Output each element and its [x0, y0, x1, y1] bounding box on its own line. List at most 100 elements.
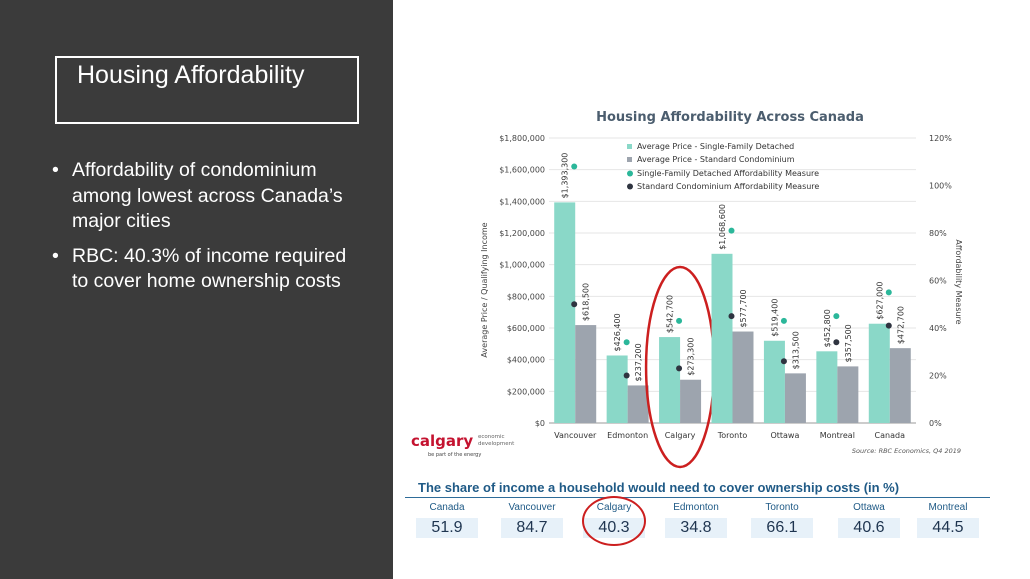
- data-label-single-family: $426,400: [613, 313, 622, 351]
- share-value: 84.7: [501, 518, 563, 538]
- marker-condominium-measure: [780, 358, 787, 365]
- share-item: Montreal 44.5: [913, 502, 983, 538]
- share-item: Canada 51.9: [412, 502, 482, 538]
- marker-condominium-measure: [885, 322, 892, 329]
- marker-condominium-measure: [728, 313, 735, 320]
- x-tick-label: Toronto: [717, 431, 748, 440]
- y-tick-label: $400,000: [507, 356, 545, 365]
- slide-title: Housing Affordability: [77, 61, 305, 89]
- y2-tick-label: 100%: [929, 182, 952, 191]
- bar-condominium: [680, 379, 702, 423]
- share-city: Ottawa: [853, 502, 885, 513]
- y-tick-label: $600,000: [507, 324, 545, 333]
- share-city: Edmonton: [673, 502, 719, 513]
- bar-condominium: [784, 373, 806, 423]
- share-item: Vancouver 84.7: [497, 502, 567, 538]
- bullet-item: • RBC: 40.3% of income required to cover…: [52, 244, 352, 295]
- marker-single-family-measure: [728, 227, 735, 234]
- share-divider: [405, 497, 990, 498]
- chart-panel: Housing Affordability Across Canada $0 $20…: [393, 0, 1030, 579]
- data-label-single-family: $1,393,300: [561, 153, 570, 199]
- marker-condominium-measure: [833, 339, 840, 346]
- y-tick-label: $1,000,000: [499, 261, 545, 270]
- logo-subtitle: economic: [478, 434, 505, 440]
- share-value: 40.6: [838, 518, 900, 538]
- marker-condominium-measure: [623, 372, 630, 379]
- bar-single-family: [763, 340, 785, 423]
- bar-single-family: [868, 323, 890, 423]
- y2-tick-label: 40%: [929, 324, 947, 333]
- bar-condominium: [575, 325, 597, 423]
- share-item: Toronto 66.1: [747, 502, 817, 538]
- data-label-condominium: $313,500: [791, 331, 800, 369]
- x-tick-label: Calgary: [665, 431, 696, 440]
- y-tick-label: $200,000: [507, 387, 545, 396]
- data-label-condominium: $472,700: [896, 306, 905, 344]
- data-label-condominium: $577,700: [739, 289, 748, 327]
- share-value: 66.1: [751, 518, 813, 538]
- x-tick-label: Ottawa: [770, 431, 799, 440]
- chart-title: Housing Affordability Across Canada: [596, 110, 864, 125]
- marker-single-family-measure: [676, 317, 683, 324]
- share-value: 34.8: [665, 518, 727, 538]
- y2-tick-label: 0%: [929, 419, 942, 428]
- marker-single-family-measure: [571, 163, 578, 170]
- bullet-text: Affordability of condominium among lowes…: [72, 159, 343, 232]
- data-label-condominium: $237,200: [634, 343, 643, 381]
- bullet-list: • Affordability of condominium among low…: [52, 158, 352, 304]
- x-tick-label: Vancouver: [554, 431, 597, 440]
- logo-wordmark: calgary: [411, 432, 473, 450]
- y-axis-label: Average Price / Qualifying Income: [480, 222, 489, 357]
- logo-tagline: be part of the energy: [428, 452, 481, 458]
- legend-label: Average Price - Standard Condominium: [637, 155, 795, 164]
- bullet-icon: •: [52, 244, 59, 267]
- marker-single-family-measure: [833, 313, 840, 320]
- bar-single-family: [659, 337, 681, 423]
- data-label-single-family: $627,000: [875, 282, 884, 320]
- y-tick-label: $1,800,000: [499, 134, 545, 143]
- y-tick-label: $1,600,000: [499, 166, 545, 175]
- left-panel: Housing Affordability • Affordability of…: [0, 0, 393, 579]
- bullet-text: RBC: 40.3% of income required to cover h…: [72, 244, 347, 293]
- bar-single-family: [711, 253, 733, 423]
- legend-swatch: [627, 170, 633, 177]
- marker-single-family-measure: [780, 317, 787, 324]
- marker-condominium-measure: [676, 365, 683, 372]
- bar-single-family: [816, 351, 838, 423]
- bar-condominium: [889, 348, 911, 423]
- share-city: Toronto: [765, 502, 799, 513]
- legend-swatch: [627, 183, 633, 190]
- y2-tick-label: 20%: [929, 372, 947, 381]
- y2-tick-label: 60%: [929, 277, 947, 286]
- y-tick-label: $0: [535, 419, 545, 428]
- share-value: 44.5: [917, 518, 979, 538]
- title-box: Housing Affordability: [55, 56, 359, 124]
- bar-condominium: [627, 385, 649, 423]
- source-note: Source: RBC Economics, Q4 2019: [852, 447, 961, 455]
- legend-label: Average Price - Single-Family Detached: [637, 142, 794, 151]
- share-value: 51.9: [416, 518, 478, 538]
- share-city: Montreal: [928, 502, 968, 513]
- affordability-chart: Housing Affordability Across Canada $0 $20…: [411, 110, 963, 469]
- y-tick-label: $1,200,000: [499, 229, 545, 238]
- y2-tick-label: 80%: [929, 229, 947, 238]
- bullet-item: • Affordability of condominium among low…: [52, 158, 352, 235]
- share-item: Edmonton 34.8: [661, 502, 731, 538]
- marker-condominium-measure: [571, 301, 578, 308]
- bar-single-family: [606, 355, 628, 423]
- share-city: Vancouver: [508, 502, 556, 513]
- y-tick-label: $1,400,000: [499, 197, 545, 206]
- y2-axis-label: Affordability Measure: [954, 239, 963, 324]
- marker-single-family-measure: [623, 339, 630, 346]
- legend-swatch: [627, 144, 632, 149]
- x-tick-label: Edmonton: [607, 431, 648, 440]
- share-title: The share of income a household would ne…: [418, 480, 900, 495]
- data-label-condominium: $273,300: [687, 338, 696, 376]
- legend-label: Single-Family Detached Affordability Mea…: [637, 169, 819, 178]
- y-tick-label: $800,000: [507, 292, 545, 301]
- legend-label: Standard Condominium Affordability Measu…: [637, 182, 819, 191]
- data-label-single-family: $1,068,600: [718, 204, 727, 250]
- logo-subtitle: development: [478, 441, 515, 447]
- data-label-condominium: $618,500: [582, 283, 591, 321]
- x-tick-label: Canada: [875, 431, 906, 440]
